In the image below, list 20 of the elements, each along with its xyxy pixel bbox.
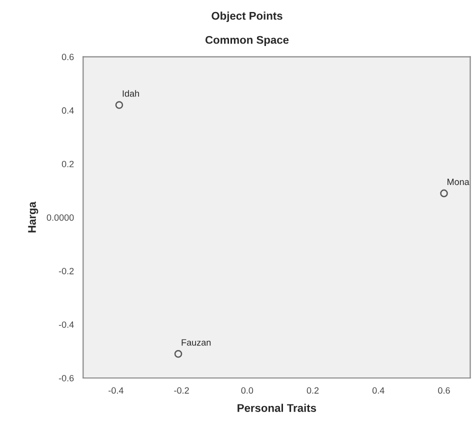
y-tick-label: -0.6: [58, 374, 74, 382]
y-tick-label: 0.4: [62, 107, 74, 114]
x-tick-label: 0.2: [306, 387, 319, 394]
x-tick-label: -0.2: [174, 387, 189, 394]
y-axis-title: Harga: [28, 202, 38, 232]
y-tick-label: -0.4: [58, 321, 74, 328]
y-tick-label: 0.6: [62, 54, 74, 60]
chart-title: Object Points: [212, 12, 282, 22]
x-tick-label: -0.4: [108, 387, 124, 394]
x-tick-label: 0.4: [372, 387, 384, 394]
y-tick-label: -0.2: [58, 268, 74, 274]
annotation: Idah: [122, 90, 139, 97]
annotation: Fauzan: [182, 339, 211, 346]
annotation: Mona: [448, 178, 470, 186]
x-tick-label: 0.0: [241, 387, 254, 394]
y-tick-label: 0.0000: [46, 214, 74, 221]
chart-subtitle: Common Space: [205, 36, 289, 46]
x-tick-label: 0.6: [438, 387, 450, 394]
y-tick-label: 0.2: [62, 160, 74, 168]
x-axis-title: Personal Traits: [238, 404, 316, 412]
